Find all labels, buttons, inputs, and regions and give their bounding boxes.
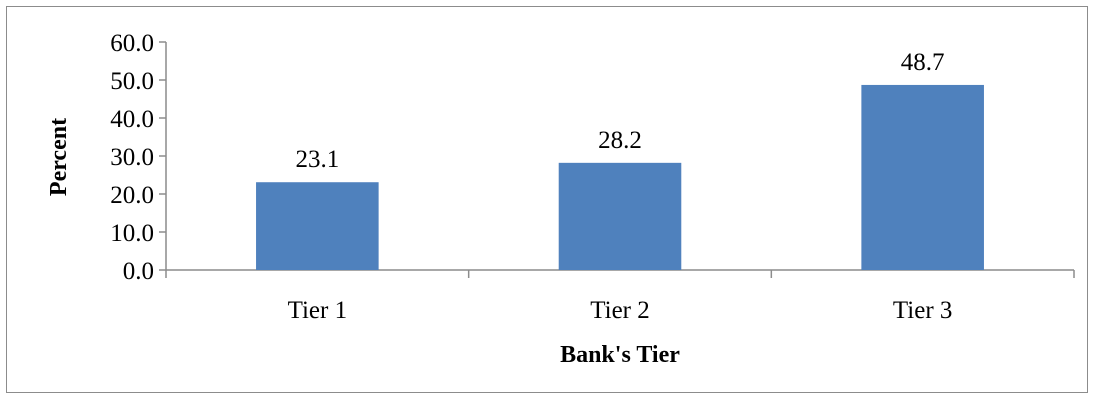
y-tick-label: 50.0 [110,68,154,95]
x-axis-title: Bank's Tier [560,342,680,368]
y-tick-label: 10.0 [110,220,154,247]
x-tick-label: Tier 3 [893,297,953,324]
y-tick-label: 20.0 [110,182,154,209]
y-tick-label: 30.0 [110,144,154,171]
y-tick-label: 40.0 [110,106,154,133]
bar-tier-2 [558,162,682,270]
y-axis: 0.0 10.0 20.0 30.0 40.0 50.0 60.0 [110,30,167,285]
data-label: 23.1 [295,146,339,173]
bars [256,84,984,270]
data-label: 28.2 [598,127,642,154]
data-labels: 23.1 28.2 48.7 [295,49,944,173]
y-tick-label: 60.0 [110,30,154,57]
x-tick-label: Tier 1 [288,297,348,324]
y-tick-label: 0.0 [123,258,154,285]
data-label: 48.7 [901,49,945,76]
x-tick-label: Tier 2 [590,297,650,324]
bar-tier-1 [256,182,379,270]
bar-tier-3 [861,84,984,270]
y-axis-title: Percent [46,118,72,196]
x-axis: Tier 1 Tier 2 Tier 3 [165,269,1075,324]
